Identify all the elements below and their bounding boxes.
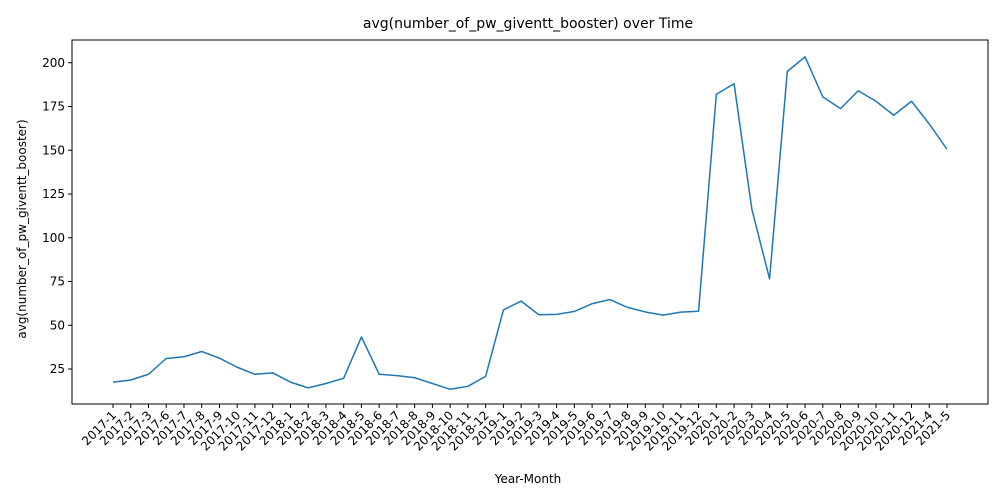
series-line: [112, 56, 948, 391]
y-tick-label: 125: [42, 187, 65, 201]
plot-frame: [71, 39, 989, 405]
y-tick-label: 75: [50, 275, 65, 289]
y-tick-label: 25: [50, 362, 65, 376]
plot-area: 2550751001251501752002017-12017-22017-32…: [42, 39, 989, 454]
y-tick-label: 150: [42, 143, 65, 157]
y-tick-label: 50: [50, 318, 65, 332]
y-axis-title: avg(number_of_pw_giventt_booster): [15, 119, 29, 338]
x-axis-title: Year-Month: [494, 472, 562, 486]
y-tick-label: 100: [42, 231, 65, 245]
chart-title: avg(number_of_pw_giventt_booster) over T…: [363, 16, 693, 32]
y-tick-label: 175: [42, 100, 65, 114]
y-tick-label: 200: [42, 56, 65, 70]
